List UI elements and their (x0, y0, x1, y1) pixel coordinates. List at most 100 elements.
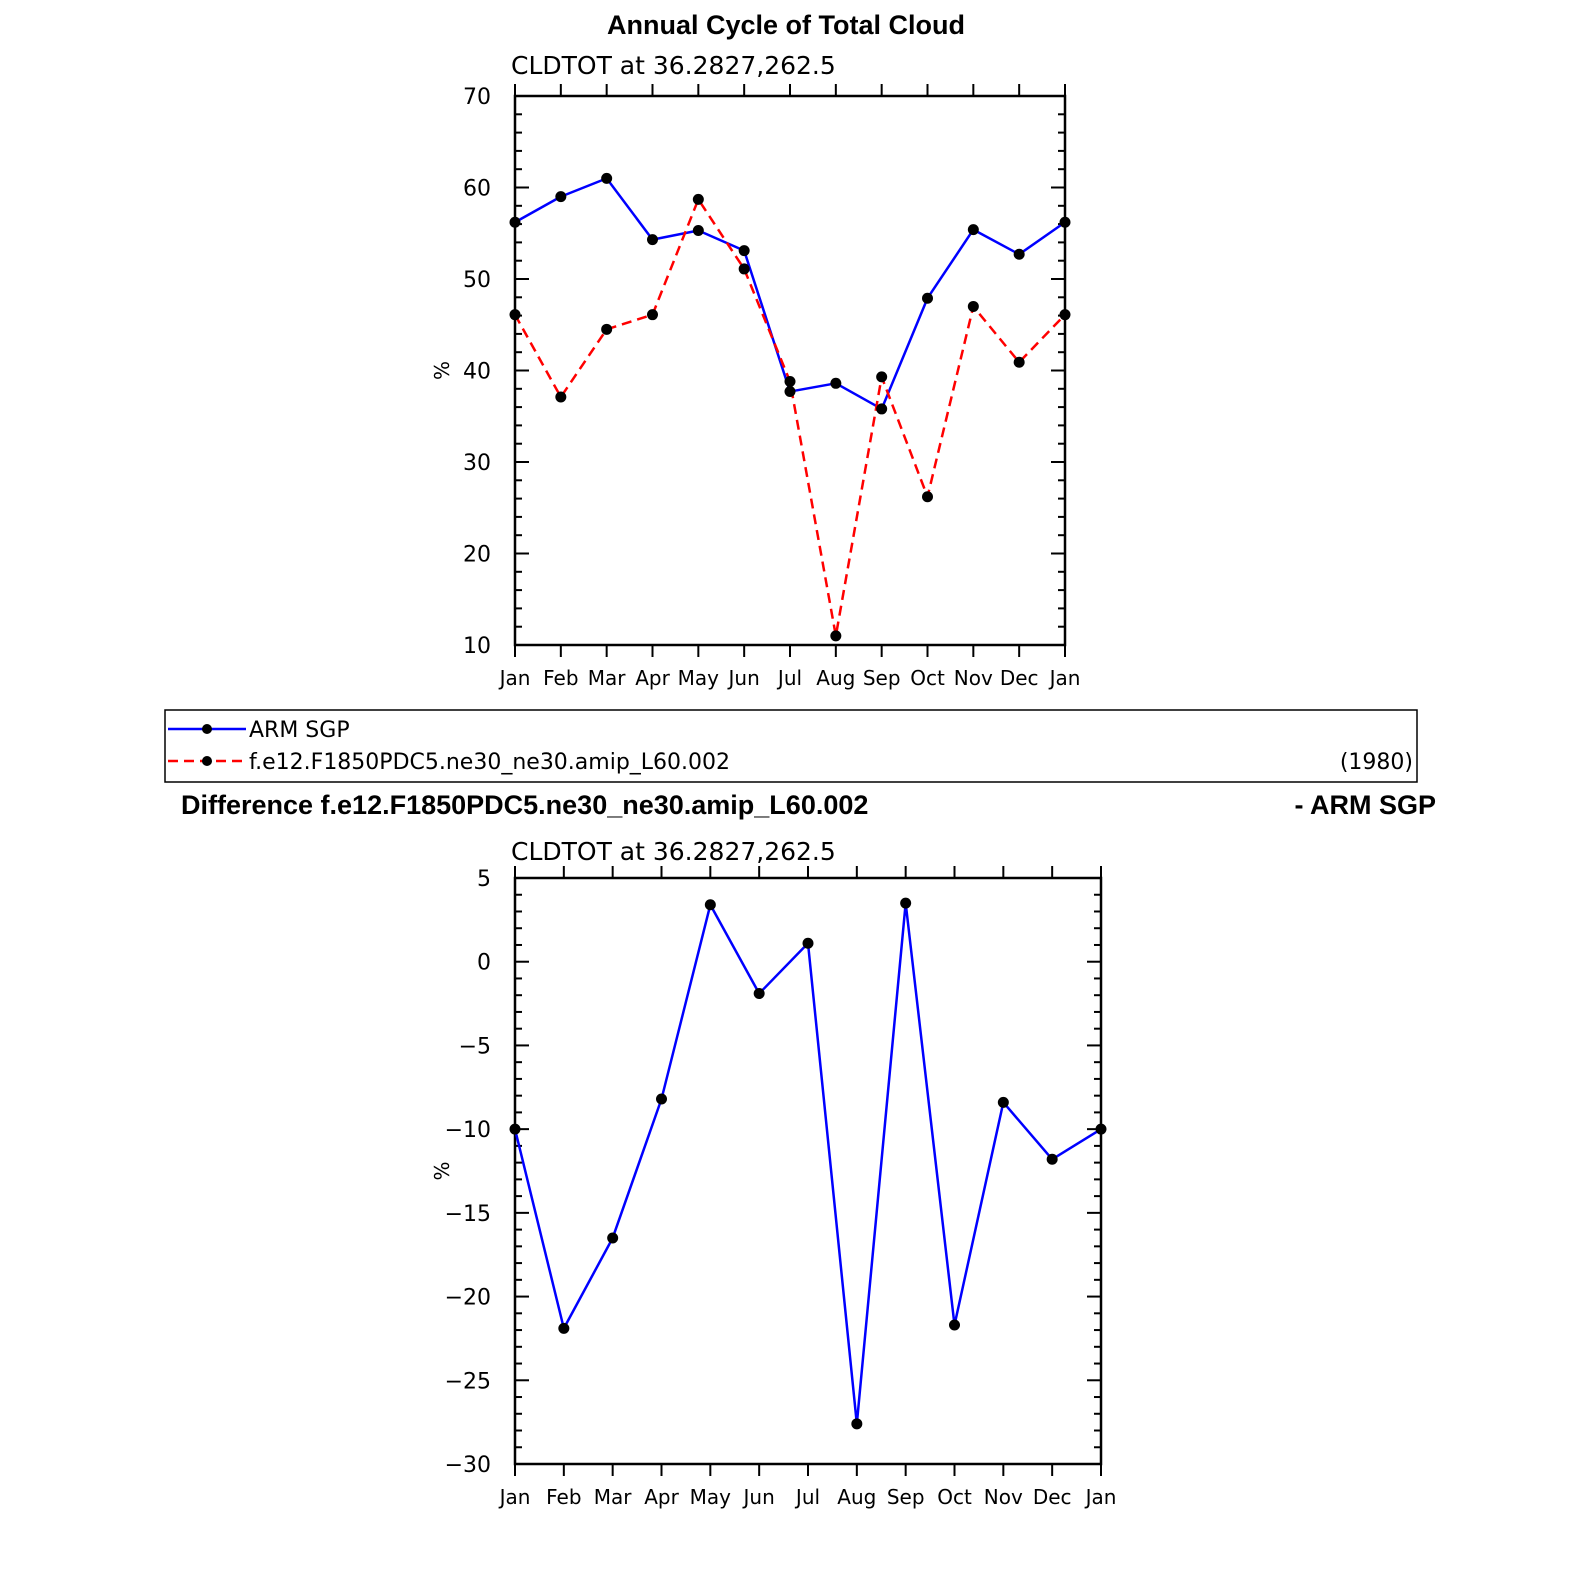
bottom-series-0-point (900, 897, 912, 909)
legend-model-label: f.e12.F1850PDC5.ne30_ne30.amip_L60.002 (249, 750, 730, 775)
bottom-ytick-label: −15 (445, 1202, 491, 1227)
bottom-xtick-label: Feb (546, 1485, 581, 1509)
top-series-1-point (967, 300, 979, 312)
bottom-ytick-label: −20 (445, 1286, 491, 1311)
bottom-series-0-point (802, 937, 814, 949)
top-series-0-point (738, 245, 750, 257)
top-series-1-point (830, 630, 842, 642)
top-ytick-label: 50 (463, 268, 491, 293)
top-ytick-label: 70 (463, 85, 491, 110)
bottom-plot-area: −30 −25 −20 −15 −10 −5 0 5 Jan Feb Mar Apr May Jun Jul… (430, 866, 1116, 1509)
bottom-xtick-label: Jan (498, 1485, 531, 1509)
top-series-1-point (922, 491, 933, 503)
top-series-1-point (555, 391, 567, 403)
bottom-xtick-label: Apr (644, 1485, 679, 1509)
bottom-series-0-point (607, 1232, 619, 1244)
bottom-y-unit-label: % (430, 1161, 454, 1180)
legend: ARM SGP f.e12.F1850PDC5.ne30_ne30.amip_L… (164, 709, 1418, 783)
bottom-xtick-label: May (690, 1485, 732, 1509)
top-plot-area: 10 20 30 40 50 60 70 Jan Feb Mar Apr May Jun Jul Aug Se… (430, 84, 1080, 690)
top-series-1-line (513, 198, 1066, 638)
bottom-xtick-label: Jun (742, 1485, 775, 1509)
bottom-series-0-point (1095, 1123, 1107, 1135)
bottom-series-0-point (656, 1093, 667, 1105)
top-series-0-point (922, 292, 933, 304)
bottom-xtick-label: Nov (984, 1485, 1023, 1509)
top-xtick-label: Dec (1000, 666, 1039, 690)
bottom-ytick-label: −30 (445, 1453, 491, 1478)
top-series-0-point (692, 225, 704, 237)
bottom-xtick-label: Aug (837, 1485, 876, 1509)
legend-model-marker (202, 756, 212, 766)
top-series-1-point (692, 193, 704, 205)
bottom-xtick-label: Mar (594, 1485, 633, 1509)
top-ytick-label: 60 (463, 177, 491, 202)
top-chart-subtitle: CLDTOT at 36.2827,262.5 (511, 51, 836, 80)
bottom-xtick-label: Dec (1033, 1485, 1072, 1509)
top-series-0-point (1059, 216, 1071, 228)
top-ytick-label: 10 (463, 634, 491, 659)
top-xtick-label: Jul (776, 666, 802, 690)
bottom-ytick-label: 0 (477, 951, 491, 976)
bottom-xtick-label: Jul (794, 1485, 820, 1509)
top-series-0-point (967, 224, 979, 236)
bottom-xtick-label: Sep (887, 1485, 925, 1509)
bottom-series-0-point (1046, 1153, 1058, 1165)
bottom-series-0-point (753, 988, 765, 1000)
top-xtick-label: Jan (498, 666, 531, 690)
top-series-0-point (647, 234, 658, 246)
legend-years: (1980) (1340, 750, 1413, 775)
top-ytick-label: 20 (463, 543, 491, 568)
bottom-series-0-point (558, 1322, 570, 1334)
bottom-ytick-label: −25 (445, 1369, 491, 1394)
bottom-xtick-label: Jan (1084, 1485, 1117, 1509)
top-chart-title: Annual Cycle of Total Cloud (607, 10, 965, 40)
legend-obs-label: ARM SGP (249, 718, 350, 743)
top-series-0-point (876, 403, 888, 415)
top-series-0-point (784, 386, 796, 398)
top-xtick-label: Sep (863, 666, 901, 690)
top-y-unit-label: % (430, 361, 454, 380)
legend-obs-marker (202, 724, 212, 734)
top-xtick-label: Aug (816, 666, 855, 690)
top-series-1-point (876, 371, 888, 383)
bottom-series-0-point (949, 1319, 960, 1331)
top-series-1-point (1059, 309, 1071, 321)
bottom-series-0-line (513, 901, 1102, 1426)
top-series-1-point (1013, 356, 1025, 368)
top-xtick-label: Jan (1048, 666, 1081, 690)
top-series-0-point (830, 377, 842, 389)
top-ytick-label: 40 (463, 360, 491, 385)
top-series-0-point (555, 191, 567, 203)
top-series-1-point (784, 375, 796, 387)
top-xtick-label: Oct (910, 666, 945, 690)
diff-title-left: Difference f.e12.F1850PDC5.ne30_ne30.ami… (181, 790, 868, 820)
top-plot-frame (513, 94, 1067, 647)
top-xtick-label: Mar (588, 666, 627, 690)
top-ytick-label: 30 (463, 451, 491, 476)
top-series-0-point (1013, 248, 1025, 260)
bottom-ytick-label: 5 (477, 867, 491, 892)
top-xtick-label: May (678, 666, 720, 690)
top-xtick-label: Jun (727, 666, 760, 690)
bottom-plot-frame (513, 876, 1103, 1466)
bottom-ytick-label: −10 (445, 1118, 491, 1143)
legend-frame (164, 709, 1418, 783)
top-xtick-label: Nov (954, 666, 993, 690)
top-series-0-point (509, 216, 521, 228)
bottom-series-0-point (509, 1123, 521, 1135)
diff-title-right: - ARM SGP (1295, 790, 1437, 820)
bottom-series-0-point (851, 1418, 863, 1430)
bottom-series-0-point (704, 899, 716, 911)
bottom-ytick-label: −5 (459, 1034, 491, 1059)
top-series-1-point (738, 263, 750, 275)
top-series-1-point (509, 309, 521, 321)
top-series-1-point (647, 309, 658, 321)
bottom-series-0-point (997, 1096, 1009, 1108)
top-xtick-label: Feb (543, 666, 578, 690)
bottom-xtick-label: Oct (937, 1485, 972, 1509)
bottom-chart-subtitle: CLDTOT at 36.2827,262.5 (511, 837, 836, 866)
top-xtick-label: Apr (635, 666, 670, 690)
top-series-1-point (601, 323, 613, 335)
